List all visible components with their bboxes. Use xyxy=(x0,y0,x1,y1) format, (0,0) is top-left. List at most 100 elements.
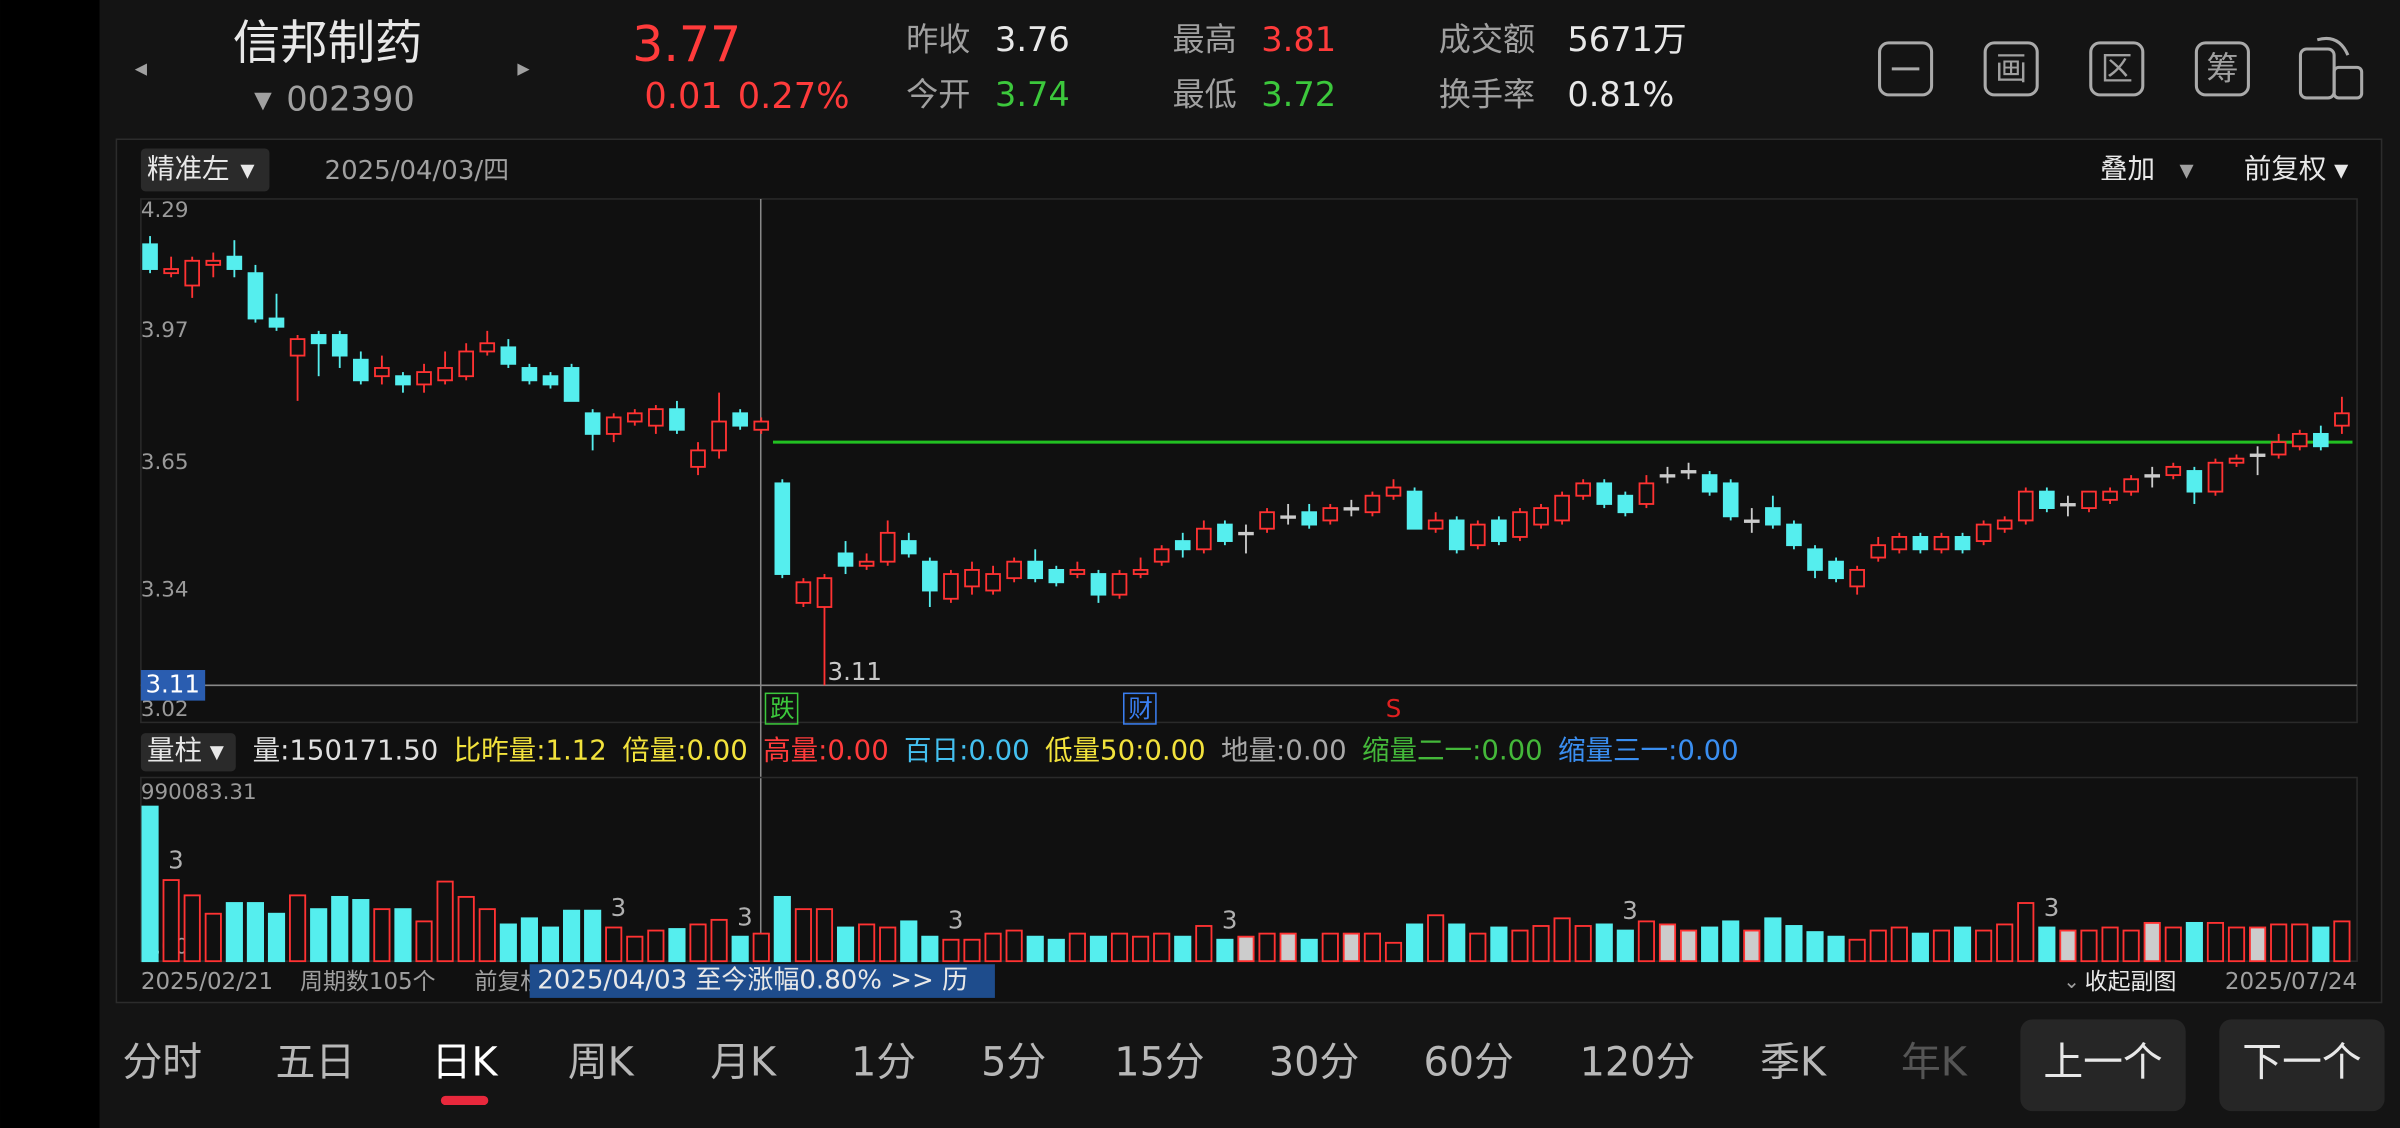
volume-marker: 3 xyxy=(948,905,964,934)
indicator-label: 百日: xyxy=(904,734,968,766)
stat-value: 3.72 xyxy=(1261,75,1336,114)
candle-body xyxy=(605,416,622,435)
volume-bar xyxy=(2101,926,2119,963)
chips-icon[interactable]: 筹 xyxy=(2206,49,2238,87)
icon-frame[interactable] xyxy=(1983,41,2039,97)
candle-body xyxy=(395,375,411,386)
volume-bar xyxy=(1300,938,1318,963)
volume-bar xyxy=(352,899,370,963)
volume-bar xyxy=(1258,932,1276,963)
candle-body xyxy=(1111,573,1128,596)
candle-body xyxy=(1954,536,1971,551)
rotate-icon[interactable] xyxy=(2298,36,2364,100)
stat-label: 今开 xyxy=(906,75,970,113)
indicator-dropdown[interactable] xyxy=(140,733,236,772)
volume-bar xyxy=(921,935,939,963)
period-tab[interactable]: 五日 xyxy=(276,1040,356,1086)
adjust-dropdown[interactable]: 前复权 xyxy=(2244,153,2327,185)
candle-body xyxy=(163,268,179,275)
period-tab-active[interactable]: 日K xyxy=(432,1040,499,1086)
candle-body xyxy=(1659,474,1676,478)
prev-button-label[interactable]: 上一个 xyxy=(2043,1040,2162,1086)
code-dropdown-arrow[interactable]: ▼ xyxy=(254,88,272,114)
minus-icon[interactable] xyxy=(1878,41,1934,97)
period-tab[interactable]: 5分 xyxy=(981,1040,1046,1086)
prev-stock-arrow[interactable]: ◂ xyxy=(135,53,148,82)
volume-bar xyxy=(1532,925,1550,963)
next-button[interactable] xyxy=(2219,1019,2385,1112)
price: 3.77 xyxy=(632,16,741,73)
collapse-button[interactable]: 收起副图 xyxy=(2085,969,2177,995)
candle-body xyxy=(374,367,390,378)
mode-label[interactable]: 精准左 xyxy=(147,153,230,185)
period-tab[interactable]: 15分 xyxy=(1114,1040,1204,1086)
volume-bar xyxy=(1153,932,1171,963)
icon-frame[interactable] xyxy=(2089,41,2145,97)
candle-body xyxy=(1554,494,1570,522)
period-tab[interactable]: 60分 xyxy=(1423,1040,1513,1086)
candle-body xyxy=(289,338,306,357)
candle-body xyxy=(521,367,538,382)
volume-bar xyxy=(668,928,686,963)
volume-bar xyxy=(1469,932,1487,963)
volume-bar xyxy=(289,894,307,963)
stat-value: 5671万 xyxy=(1567,20,1686,59)
candle-body xyxy=(1132,568,1149,575)
indicator-label: 低量50: xyxy=(1045,734,1144,766)
candle-body xyxy=(1427,519,1444,530)
crosshair-label: 3.11 xyxy=(145,669,199,698)
candle-body xyxy=(2102,490,2118,501)
indicator-button[interactable]: 量柱 xyxy=(147,734,202,766)
candle-body xyxy=(1512,511,1528,538)
candle-body xyxy=(2270,441,2287,456)
range-icon[interactable]: 区 xyxy=(2101,49,2133,87)
next-button-label[interactable]: 下一个 xyxy=(2242,1040,2361,1086)
volume-bar xyxy=(373,908,391,963)
volume-bar xyxy=(2206,921,2225,963)
stat-label: 成交额 xyxy=(1439,20,1535,58)
mode-dropdown[interactable] xyxy=(140,148,270,192)
period-tab[interactable]: 周K xyxy=(568,1040,635,1086)
prev-button[interactable] xyxy=(2020,1019,2186,1112)
candle-body xyxy=(2060,503,2076,507)
active-underline xyxy=(440,1095,489,1106)
volume-bar xyxy=(141,805,159,963)
volume-bar xyxy=(2017,902,2035,963)
period-tab[interactable]: 年K xyxy=(1901,1040,1968,1086)
period-tab[interactable]: 分时 xyxy=(123,1040,203,1086)
volume-bar xyxy=(984,932,1002,963)
candle-body xyxy=(1743,519,1760,523)
candle-body xyxy=(985,573,1001,592)
chart-panel xyxy=(115,138,2383,1004)
volume-bar xyxy=(1363,932,1382,963)
draw-icon[interactable]: 画 xyxy=(1995,49,2027,87)
volume-bar xyxy=(1827,935,1845,963)
period-tab[interactable]: 季K xyxy=(1760,1040,1827,1086)
next-stock-arrow[interactable]: ▸ xyxy=(517,53,530,82)
period-tab[interactable]: 30分 xyxy=(1269,1040,1359,1086)
candle-body xyxy=(1765,507,1781,526)
period-tab[interactable]: 1分 xyxy=(851,1040,916,1086)
period-tab[interactable]: 120分 xyxy=(1580,1040,1696,1086)
volume-bar xyxy=(1005,929,1023,963)
volume-bar xyxy=(710,918,728,963)
candle-body xyxy=(1196,527,1212,551)
banner[interactable] xyxy=(529,964,995,998)
candle-body xyxy=(1238,531,1254,536)
volume-bar xyxy=(1574,925,1592,963)
candle-body xyxy=(1259,511,1275,530)
period-tab[interactable]: 月K xyxy=(710,1040,777,1086)
banner-text[interactable]: 2025/04/03 至今涨幅0.80% >> 历 xyxy=(537,966,968,996)
volume-bar xyxy=(562,909,581,963)
candle-body xyxy=(2207,461,2224,493)
candle-body xyxy=(1849,568,1865,588)
volume-bar xyxy=(1658,923,1677,963)
volume-bar xyxy=(1996,923,2014,963)
indicator-value: 150171.50 xyxy=(289,734,438,766)
candle-body xyxy=(1638,482,1655,505)
stat-label: 最低 xyxy=(1172,75,1236,113)
candle-body xyxy=(2291,432,2308,448)
overlay-dropdown[interactable]: 叠加 xyxy=(2100,153,2155,185)
icon-frame[interactable] xyxy=(2194,41,2250,97)
volume-bar xyxy=(773,895,791,963)
